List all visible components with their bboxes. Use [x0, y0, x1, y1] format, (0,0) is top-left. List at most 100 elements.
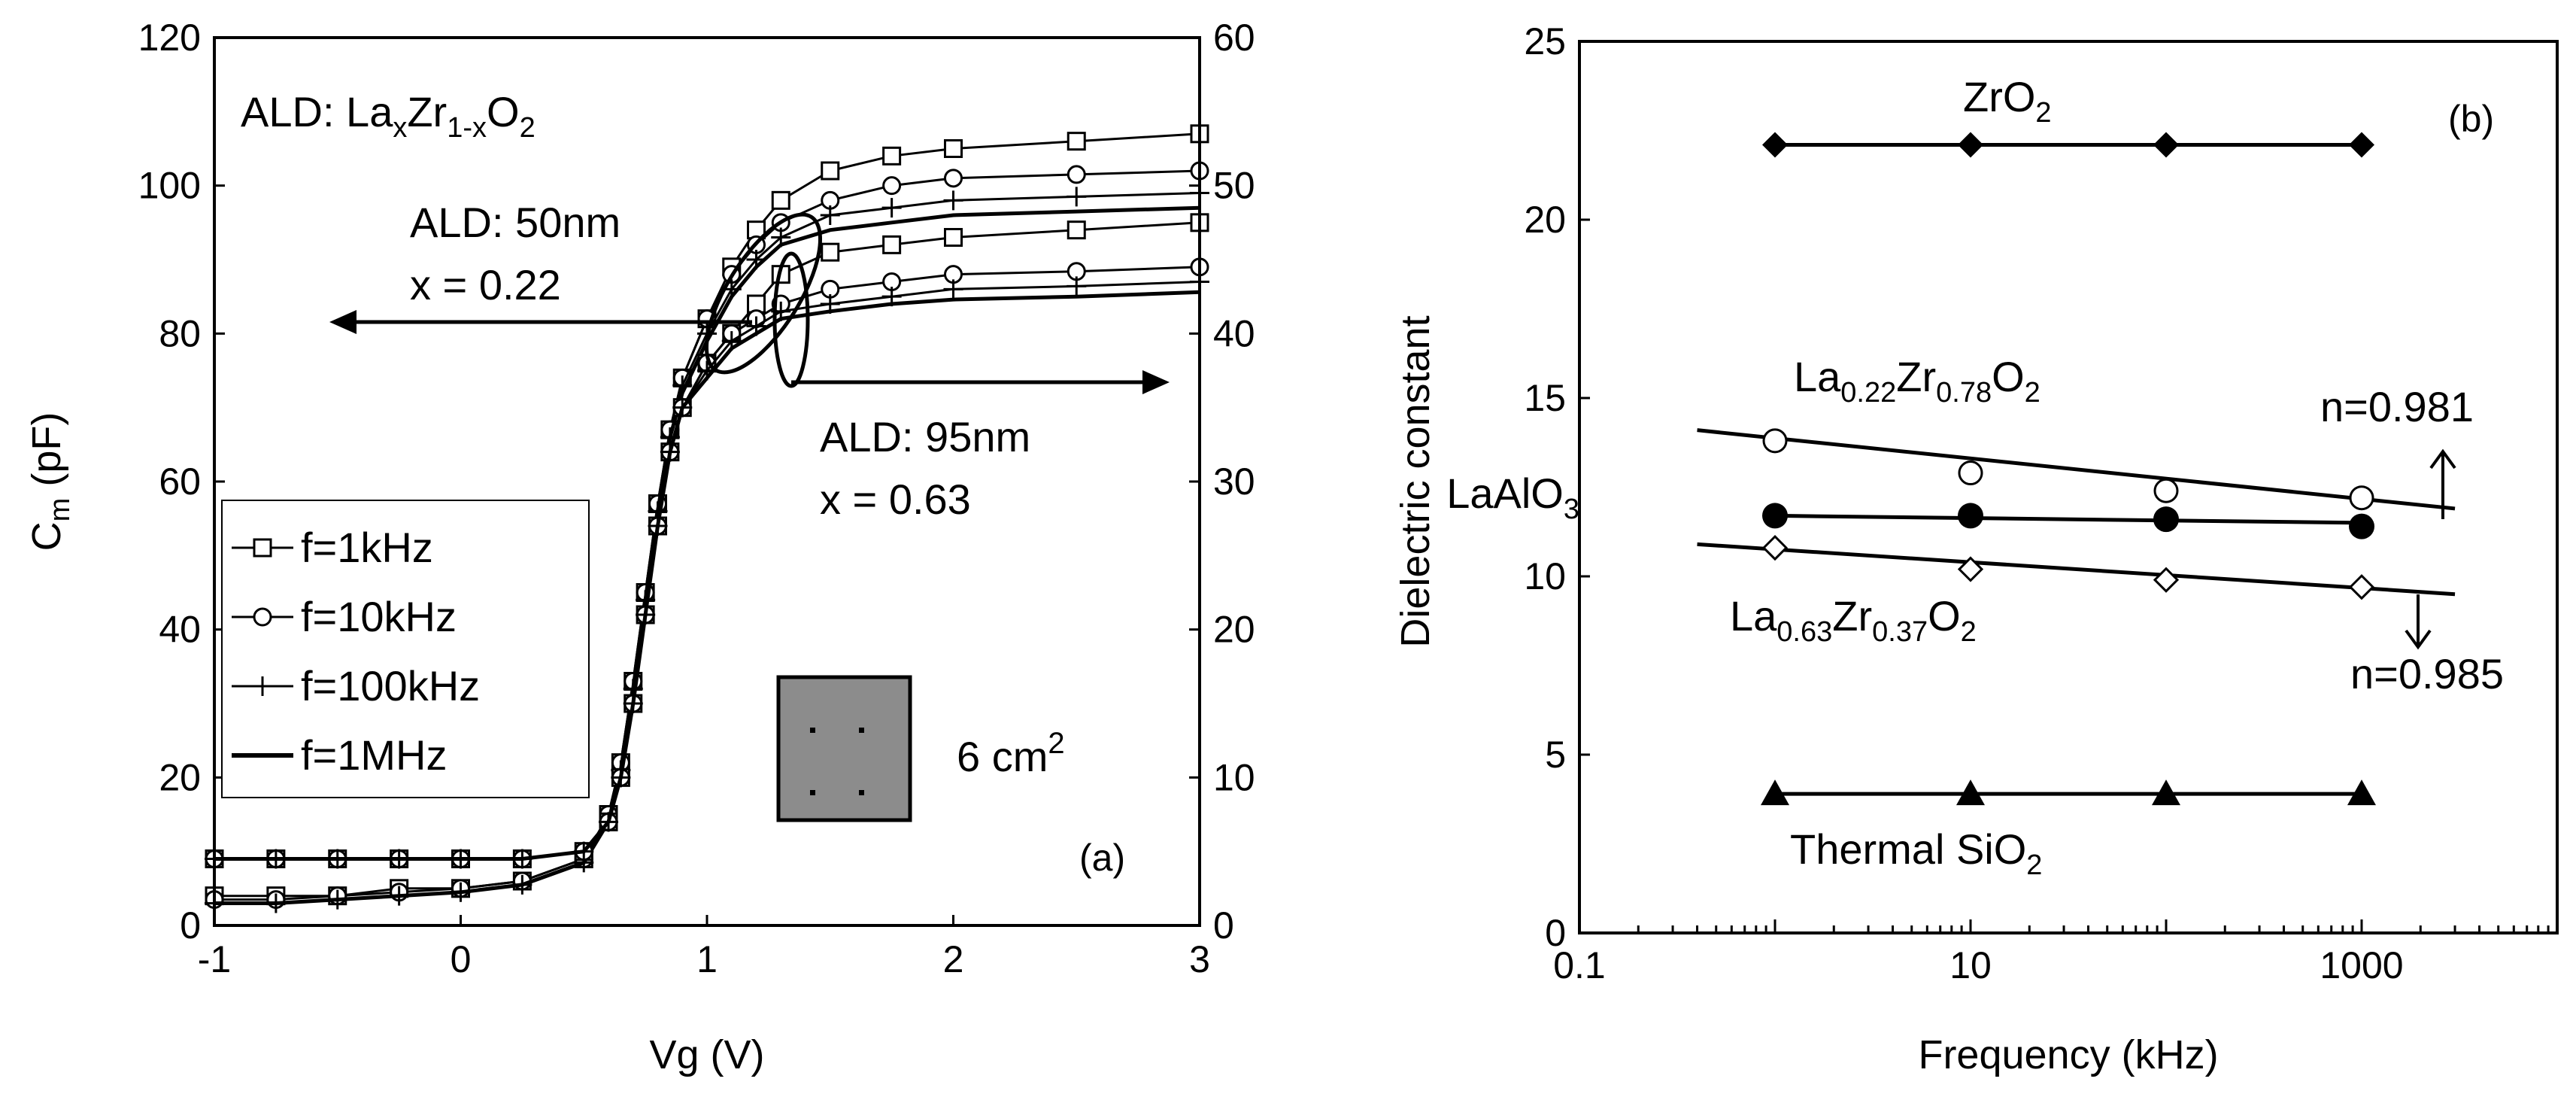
- legend-marker: [253, 676, 272, 696]
- panel-b-series-La0.22Zr0.78O2: [1697, 428, 2456, 511]
- data-point: [882, 176, 902, 196]
- data-point: [882, 235, 902, 254]
- data-point: [771, 190, 790, 210]
- electrode-substrate: [776, 675, 912, 822]
- data-point: [943, 190, 963, 211]
- series-label-sio2: Thermal SiO2: [1790, 825, 2042, 881]
- data-point: [1956, 779, 1985, 806]
- panel-a-ytick-right-label: 20: [1213, 609, 1255, 651]
- panel-a-xlabel: Vg (V): [649, 1032, 764, 1077]
- panel-a-title: ALD: LaxZr1-xO2: [241, 88, 536, 144]
- series-label-la022: La0.22Zr0.78O2: [1794, 353, 2040, 409]
- electrode-area-label: 6 cm2: [957, 727, 1065, 780]
- panel-a-xtick-label: 0: [451, 938, 472, 980]
- panel-a-xtick-label: -1: [198, 938, 231, 980]
- panel-a-ytick-label: 0: [180, 904, 201, 947]
- series-label-zro2: ZrO2: [1963, 73, 2052, 129]
- data-point: [1067, 276, 1087, 296]
- panel-a-ytick-right-label: 60: [1213, 17, 1255, 59]
- series-line: [214, 205, 1200, 905]
- panel-b-dielectric-plot: 0.1 10 1000 0 5 10 15 20 25 (b) ZrO2 La0.22Zr0.7…: [1393, 20, 2559, 1077]
- arrow-left-axis-head: [329, 310, 357, 334]
- panel-a-ytick-right-label: 0: [1213, 904, 1234, 947]
- data-point: [944, 228, 963, 247]
- data-point: [944, 169, 963, 188]
- legend-box: [221, 500, 590, 798]
- panel-b-ytick-label: 0: [1545, 912, 1566, 954]
- panel-a-legend: f=1kHz f=10kHz f=100kHz f=1MHz: [221, 500, 590, 798]
- data-point: [1067, 132, 1086, 151]
- data-point: [1067, 165, 1086, 184]
- annotation-95nm-composition: x = 0.63: [820, 476, 971, 523]
- data-point: [821, 242, 840, 262]
- panel-a-label: (a): [1079, 837, 1125, 879]
- panel-a-ytick-right-label: 50: [1213, 165, 1255, 207]
- data-point: [1761, 534, 1789, 561]
- panel-b-plot-frame: [1578, 40, 2559, 934]
- data-point: [2347, 779, 2376, 806]
- panel-b-ticks: 0.1 10 1000 0 5 10 15 20 25: [1524, 20, 2550, 986]
- electrode-dot: [810, 728, 815, 733]
- panel-b-series-group: [1697, 132, 2456, 806]
- panel-a-xtick-label: 2: [943, 938, 964, 980]
- panel-a-ytick-right-label: 40: [1213, 312, 1255, 354]
- panel-a-series-8: [214, 290, 1200, 861]
- panel-b-xtick-label: 10: [1949, 944, 1992, 986]
- fit-line: [1697, 428, 2456, 511]
- arrow-up-head: [2429, 448, 2456, 469]
- legend-marker: [253, 538, 272, 558]
- panel-a-ytick-label: 40: [159, 609, 201, 651]
- panel-a-xtick-label: 3: [1189, 938, 1210, 980]
- panel-b-series-Thermal SiO2: [1761, 779, 2376, 806]
- panel-a-ytick-label: 80: [159, 312, 201, 354]
- panel-b-series-ZrO2: [1762, 132, 2374, 158]
- series-line: [214, 290, 1200, 861]
- panel-b-label: (b): [2448, 98, 2494, 140]
- data-point: [2153, 132, 2179, 158]
- data-point: [1958, 132, 1983, 158]
- data-point: [2153, 478, 2179, 503]
- data-point: [1067, 220, 1086, 240]
- panel-a-xtick-label: 1: [696, 938, 718, 980]
- data-point: [1067, 187, 1087, 207]
- data-point: [821, 161, 840, 181]
- annotation-50nm-thickness: ALD: 50nm: [410, 199, 620, 246]
- legend-entry: f=10kHz: [232, 593, 457, 640]
- data-point: [820, 205, 840, 225]
- data-point: [2348, 574, 2375, 600]
- legend-label: f=1MHz: [301, 731, 448, 779]
- group-ellipse-95nm: [772, 251, 810, 388]
- data-point: [882, 146, 902, 166]
- panel-a-ytick-right-label: 10: [1213, 756, 1255, 798]
- data-point: [1958, 503, 1983, 529]
- panel-a-ytick-right-label: 30: [1213, 460, 1255, 503]
- arrow-down-head: [2405, 629, 2432, 650]
- legend-marker: [253, 607, 272, 627]
- data-point: [2349, 513, 2374, 539]
- data-point: [1762, 428, 1788, 454]
- fit-line: [1697, 542, 2456, 597]
- data-point: [2153, 506, 2179, 533]
- panel-b-xlabel: Frequency (kHz): [1918, 1032, 2218, 1077]
- series-label-laalo3: LaAlO3: [1446, 469, 1579, 525]
- annotation-95nm-thickness: ALD: 95nm: [820, 413, 1030, 460]
- panel-a-ytick-label: 60: [159, 460, 201, 503]
- electrode-dot: [859, 728, 864, 733]
- electrode-dot: [810, 790, 815, 795]
- legend-label: f=10kHz: [301, 593, 457, 640]
- group-ellipse-50nm: [704, 212, 823, 375]
- panel-a-ytick-label: 120: [138, 17, 201, 59]
- data-point: [1762, 132, 1788, 158]
- panel-b-ytick-label: 15: [1524, 377, 1566, 419]
- panel-a-series-4: [214, 205, 1200, 905]
- arrow-right-axis-head: [1142, 370, 1170, 394]
- panel-a-ytick-label: 100: [138, 165, 201, 207]
- data-point: [2349, 132, 2374, 158]
- data-point: [881, 198, 902, 218]
- panel-a-ytick-label: 20: [159, 756, 201, 798]
- data-point: [944, 139, 963, 158]
- panel-b-ytick-label: 10: [1524, 555, 1566, 597]
- electrode-dot: [859, 790, 864, 795]
- data-point: [943, 279, 963, 299]
